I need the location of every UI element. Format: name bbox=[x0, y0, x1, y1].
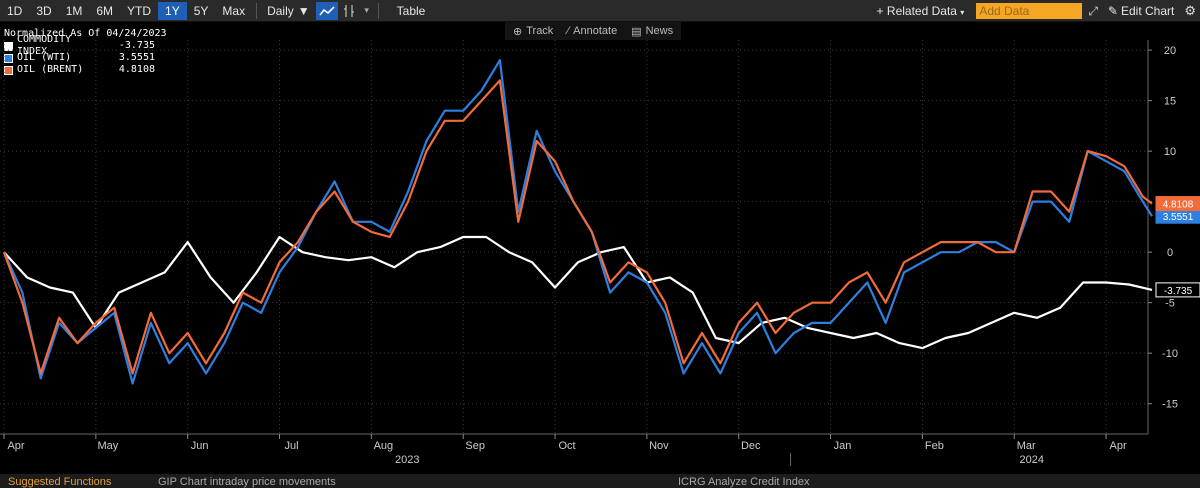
last-value-box bbox=[1155, 282, 1200, 298]
y-tick-label: 0 bbox=[1167, 247, 1173, 259]
last-value-label: 3.5551 bbox=[1163, 212, 1194, 223]
caret-down-icon: ▾ bbox=[960, 8, 965, 17]
track-button[interactable]: ⊕ Track bbox=[513, 25, 553, 38]
related-data-label: Related Data bbox=[886, 4, 957, 18]
series-line-oil-brent- bbox=[2, 79, 1153, 375]
y-tick-label: -10 bbox=[1162, 348, 1178, 360]
x-tick-label: Sep bbox=[465, 440, 485, 452]
suggested-function-icrg[interactable]: ICRG Analyze Credit Index bbox=[678, 476, 810, 488]
legend-item[interactable]: OIL (WTI) 3.5551 bbox=[4, 52, 167, 64]
period-button-5y[interactable]: 5Y bbox=[193, 3, 209, 18]
legend-swatch bbox=[4, 65, 13, 75]
annotate-label: Annotate bbox=[573, 25, 618, 37]
last-value-tag: -3.735 bbox=[1155, 282, 1200, 298]
x-tick-label: Apr bbox=[7, 440, 24, 452]
crosshair-icon: ⊕ bbox=[513, 25, 523, 38]
x-tick-label: Dec bbox=[741, 440, 761, 452]
period-button-max[interactable]: Max bbox=[222, 3, 246, 18]
news-label: News bbox=[645, 25, 674, 37]
chart-type-dropdown-icon[interactable]: ▾ bbox=[364, 5, 369, 15]
period-button-ytd[interactable]: YTD bbox=[127, 3, 152, 18]
last-value-box bbox=[1155, 196, 1200, 212]
legend-series-name: COMMODITY INDEX bbox=[17, 34, 72, 57]
edit-chart-label: Edit Chart bbox=[1120, 4, 1175, 18]
chart-toolbar: 1D 3D 1M 6M YTD 1Y 5Y Max Daily ▼ ▾ Table + Rel… bbox=[0, 0, 1200, 22]
x-tick-label: Apr bbox=[1110, 440, 1127, 452]
line-chart-icon[interactable] bbox=[315, 1, 338, 20]
legend-items: COMMODITY INDEX -3.735 OIL (WTI) 3.5551 OIL … bbox=[4, 34, 167, 76]
period-button-1d[interactable]: 1D bbox=[7, 3, 23, 18]
annotate-button[interactable]: ∕ Annotate bbox=[567, 25, 617, 37]
x-tick-label: Mar bbox=[1017, 440, 1036, 452]
period-button-1y[interactable]: 1Y bbox=[158, 1, 187, 20]
edit-chart-button[interactable]: ✎ Edit Chart bbox=[1104, 4, 1178, 18]
last-value-label: -3.735 bbox=[1164, 286, 1193, 297]
plus-icon: + bbox=[876, 4, 884, 18]
legend-header: Normalized As Of 04/24/2023 bbox=[4, 28, 167, 39]
news-button[interactable]: ▤ News bbox=[631, 25, 673, 38]
y-tick-label: -15 bbox=[1162, 399, 1178, 411]
last-value-tag: 4.8108 bbox=[1155, 196, 1200, 212]
toolbar-divider bbox=[377, 2, 379, 19]
legend-series-value: 4.8108 bbox=[118, 64, 155, 75]
chart-subtoolbar: ⊕ Track ∕ Annotate ▤ News bbox=[505, 22, 682, 40]
period-button-1m[interactable]: 1M bbox=[65, 3, 83, 18]
period-button-3d[interactable]: 3D bbox=[36, 3, 52, 18]
y-tick-label: 20 bbox=[1164, 45, 1176, 57]
x-tick-label: May bbox=[97, 440, 118, 452]
chart-legend: Normalized As Of 04/24/2023 COMMODITY IN… bbox=[4, 28, 167, 76]
y-tick-label: 15 bbox=[1164, 96, 1176, 108]
x-tick-label: Jun bbox=[191, 440, 209, 452]
toolbar-divider bbox=[256, 2, 258, 19]
add-data-input[interactable] bbox=[976, 3, 1083, 19]
last-value-label: 4.8108 bbox=[1163, 200, 1194, 211]
legend-series-value: 3.5551 bbox=[118, 52, 155, 63]
legend-series-value: -3.735 bbox=[118, 40, 155, 51]
period-button-6m[interactable]: 6M bbox=[96, 3, 114, 18]
bottom-strip: Suggested Functions GIP Chart intraday p… bbox=[0, 474, 1200, 488]
last-value-tag: 3.5551 bbox=[1155, 208, 1200, 224]
suggested-function-gip[interactable]: GIP Chart intraday price movements bbox=[158, 476, 336, 488]
series-line-commodity-index bbox=[3, 235, 1153, 350]
x-tick-label: Jul bbox=[284, 440, 298, 452]
related-data-button[interactable]: + Related Data ▾ bbox=[871, 4, 971, 18]
track-label: Track bbox=[526, 25, 554, 37]
period-selector: 1D 3D 1M 6M YTD 1Y 5Y Max bbox=[0, 1, 252, 20]
frequency-label: Daily bbox=[267, 3, 294, 18]
y-tick-label: -5 bbox=[1165, 298, 1175, 310]
series-line-oil-wti- bbox=[2, 59, 1153, 385]
gear-icon[interactable]: ⚙ bbox=[1184, 3, 1196, 18]
caret-down-icon: ▼ bbox=[297, 3, 310, 18]
annotate-icon: ∕ bbox=[567, 25, 570, 37]
legend-item[interactable]: OIL (BRENT) 4.8108 bbox=[4, 64, 167, 76]
x-year-label: 2023 bbox=[395, 454, 419, 466]
y-tick-label: 10 bbox=[1164, 146, 1176, 158]
frequency-dropdown[interactable]: Daily ▼ bbox=[261, 4, 316, 18]
x-tick-label: Jan bbox=[834, 440, 852, 452]
x-tick-label: Nov bbox=[649, 440, 669, 452]
legend-series-name: OIL (WTI) bbox=[17, 52, 72, 63]
table-button[interactable]: Table bbox=[396, 3, 426, 18]
expand-arrows-icon[interactable]: ⤢ bbox=[1088, 3, 1098, 18]
legend-series-name: OIL (BRENT) bbox=[17, 64, 84, 75]
toolbar-right: + Related Data ▾ ⤢ ✎ Edit Chart ⚙ bbox=[871, 0, 1200, 22]
pencil-icon: ✎ bbox=[1107, 4, 1118, 18]
x-tick-label: Aug bbox=[374, 440, 394, 452]
x-tick-label: Oct bbox=[558, 440, 575, 452]
x-tick-label: Feb bbox=[925, 440, 944, 452]
legend-swatch bbox=[4, 53, 13, 63]
suggested-functions[interactable]: Suggested Functions bbox=[8, 476, 112, 488]
news-icon: ▤ bbox=[631, 25, 642, 38]
candlestick-icon[interactable] bbox=[338, 2, 360, 20]
line-chart[interactable]: 20151050-5-10-15AprMayJunJulAugSepOctNov… bbox=[0, 40, 1200, 474]
x-year-label: 2024 bbox=[1020, 454, 1044, 466]
